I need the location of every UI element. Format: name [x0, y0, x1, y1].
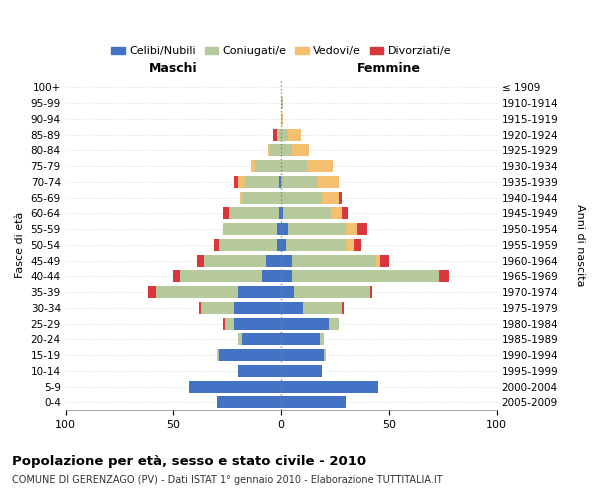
Bar [281, 192, 322, 203]
Bar [307, 160, 333, 172]
Bar [277, 223, 281, 235]
Bar [281, 254, 292, 266]
Bar [238, 365, 281, 377]
Bar [262, 270, 281, 282]
Bar [256, 160, 281, 172]
Bar [242, 334, 281, 345]
Y-axis label: Fasce di età: Fasce di età [15, 212, 25, 278]
Bar [320, 334, 325, 345]
Bar [218, 349, 281, 361]
Bar [281, 396, 346, 408]
Bar [180, 270, 262, 282]
Bar [322, 192, 340, 203]
Bar [225, 318, 234, 330]
Text: Maschi: Maschi [149, 62, 198, 75]
Bar [268, 144, 271, 156]
Bar [234, 302, 281, 314]
Bar [281, 97, 283, 109]
Bar [251, 160, 256, 172]
Bar [188, 380, 281, 392]
Bar [281, 113, 283, 125]
Bar [281, 365, 322, 377]
Bar [234, 318, 281, 330]
Bar [286, 239, 346, 251]
Bar [148, 286, 156, 298]
Bar [370, 286, 372, 298]
Bar [355, 239, 361, 251]
Bar [217, 349, 218, 361]
Bar [272, 128, 277, 140]
Bar [283, 208, 331, 220]
Bar [346, 239, 355, 251]
Bar [329, 318, 340, 330]
Bar [281, 286, 294, 298]
Bar [266, 254, 281, 266]
Bar [238, 286, 281, 298]
Bar [281, 223, 287, 235]
Bar [294, 286, 370, 298]
Bar [281, 239, 286, 251]
Bar [325, 349, 326, 361]
Bar [380, 254, 389, 266]
Bar [279, 208, 281, 220]
Bar [229, 208, 279, 220]
Bar [292, 144, 309, 156]
Bar [173, 270, 180, 282]
Bar [318, 176, 340, 188]
Bar [242, 192, 281, 203]
Bar [245, 176, 279, 188]
Bar [277, 128, 281, 140]
Bar [281, 128, 287, 140]
Bar [277, 239, 281, 251]
Bar [271, 144, 281, 156]
Bar [292, 254, 376, 266]
Bar [281, 302, 303, 314]
Bar [223, 318, 225, 330]
Bar [203, 254, 266, 266]
Y-axis label: Anni di nascita: Anni di nascita [575, 204, 585, 286]
Bar [346, 223, 356, 235]
Bar [279, 176, 281, 188]
Bar [223, 223, 277, 235]
Bar [234, 176, 238, 188]
Text: Popolazione per età, sesso e stato civile - 2010: Popolazione per età, sesso e stato civil… [12, 455, 366, 468]
Bar [281, 380, 378, 392]
Bar [202, 302, 234, 314]
Bar [281, 349, 325, 361]
Bar [240, 192, 242, 203]
Bar [281, 176, 318, 188]
Bar [214, 239, 218, 251]
Legend: Celibi/Nubili, Coniugati/e, Vedovi/e, Divorziati/e: Celibi/Nubili, Coniugati/e, Vedovi/e, Di… [107, 42, 455, 61]
Bar [281, 318, 329, 330]
Bar [287, 128, 301, 140]
Bar [292, 270, 439, 282]
Bar [238, 334, 242, 345]
Bar [341, 302, 344, 314]
Bar [356, 223, 367, 235]
Bar [303, 302, 341, 314]
Bar [156, 286, 238, 298]
Bar [281, 144, 292, 156]
Bar [287, 223, 346, 235]
Bar [281, 270, 292, 282]
Bar [439, 270, 449, 282]
Bar [217, 396, 281, 408]
Bar [281, 334, 320, 345]
Bar [197, 254, 203, 266]
Bar [218, 239, 277, 251]
Bar [331, 208, 341, 220]
Text: COMUNE DI GERENZAGO (PV) - Dati ISTAT 1° gennaio 2010 - Elaborazione TUTTITALIA.: COMUNE DI GERENZAGO (PV) - Dati ISTAT 1°… [12, 475, 443, 485]
Bar [238, 176, 245, 188]
Bar [281, 160, 307, 172]
Bar [281, 208, 283, 220]
Bar [223, 208, 229, 220]
Bar [199, 302, 202, 314]
Bar [340, 192, 341, 203]
Bar [376, 254, 380, 266]
Bar [341, 208, 348, 220]
Text: Femmine: Femmine [357, 62, 421, 75]
